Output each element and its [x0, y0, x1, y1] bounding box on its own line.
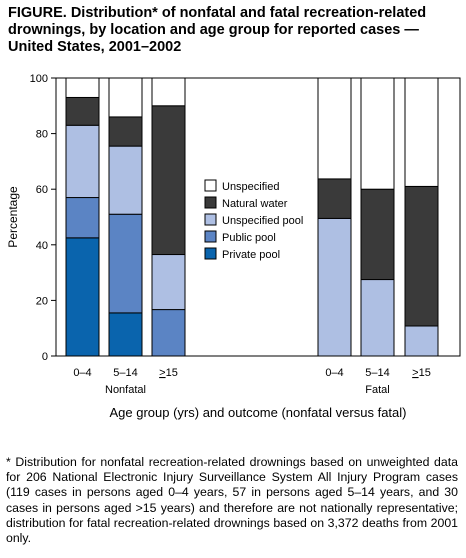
bar-segment-unspecified-pool	[360, 279, 395, 357]
bar-segment-unspecified	[360, 77, 395, 190]
bar-segment-unspecified-pool	[317, 217, 352, 357]
bar-segment-public-pool	[108, 213, 143, 314]
legend-swatch	[204, 179, 217, 192]
legend-label: Public pool	[222, 232, 276, 244]
bar-segment-unspecified-pool	[108, 145, 143, 215]
bar-segment-natural-water	[151, 105, 186, 256]
footnote: * Distribution for nonfatal recreation-r…	[6, 455, 458, 546]
bar-segment-unspecified	[404, 77, 439, 187]
bar-segment-unspecified-pool	[151, 254, 186, 311]
bar-segment-unspecified	[65, 77, 100, 98]
legend-swatch	[204, 247, 217, 260]
bar-segment-natural-water	[404, 185, 439, 327]
bar-segment-private-pool	[65, 237, 100, 357]
bar-segment-unspecified-pool	[404, 325, 439, 357]
legend-label: Natural water	[222, 198, 288, 210]
bar-segment-natural-water	[317, 178, 352, 219]
y-tick-label: 100	[30, 73, 48, 85]
y-tick-label: 40	[36, 240, 48, 252]
bar-segment-unspecified	[151, 77, 186, 107]
bar-segment-unspecified	[317, 77, 352, 180]
bar-segment-unspecified	[108, 77, 143, 118]
x-tick-label: 5–14	[113, 367, 137, 379]
bar-segment-private-pool	[108, 312, 143, 357]
bar-segment-public-pool	[65, 197, 100, 239]
legend-swatch	[204, 230, 217, 243]
y-tick-label: 80	[36, 129, 48, 141]
x-tick-label: 5–14	[365, 367, 389, 379]
bar-segment-unspecified-pool	[65, 124, 100, 199]
stacked-bar-chart: 0 20 40 60 80 100 0–4 5–14 >15 0–4 5–14 >15 Nonfata…	[6, 73, 461, 420]
plot-frame	[55, 77, 461, 357]
group-label: Nonfatal	[105, 384, 146, 396]
y-tick-label: 0	[42, 351, 48, 363]
legend-label: Unspecified	[222, 181, 279, 193]
y-axis-label: Percentage	[6, 186, 20, 248]
legend-swatch	[204, 196, 217, 209]
bar-segment-natural-water	[65, 96, 100, 126]
x-axis-label: Age group (yrs) and outcome (nonfatal ve…	[110, 405, 407, 420]
x-tick-label: >15	[159, 367, 178, 379]
bar-segment-public-pool	[151, 309, 186, 357]
figure-title: FIGURE. Distribution* of nonfatal and fa…	[8, 5, 427, 55]
x-tick-label: 0–4	[325, 367, 343, 379]
bar-segment-natural-water	[360, 188, 395, 281]
bar-segment-natural-water	[108, 116, 143, 147]
group-label: Fatal	[365, 384, 389, 396]
x-tick-label: 0–4	[73, 367, 91, 379]
legend-swatch	[204, 213, 217, 226]
legend-label: Private pool	[222, 249, 280, 261]
y-tick-label: 60	[36, 184, 48, 196]
legend-label: Unspecified pool	[222, 215, 303, 227]
y-tick-label: 20	[36, 295, 48, 307]
x-tick-label: >15	[412, 367, 431, 379]
